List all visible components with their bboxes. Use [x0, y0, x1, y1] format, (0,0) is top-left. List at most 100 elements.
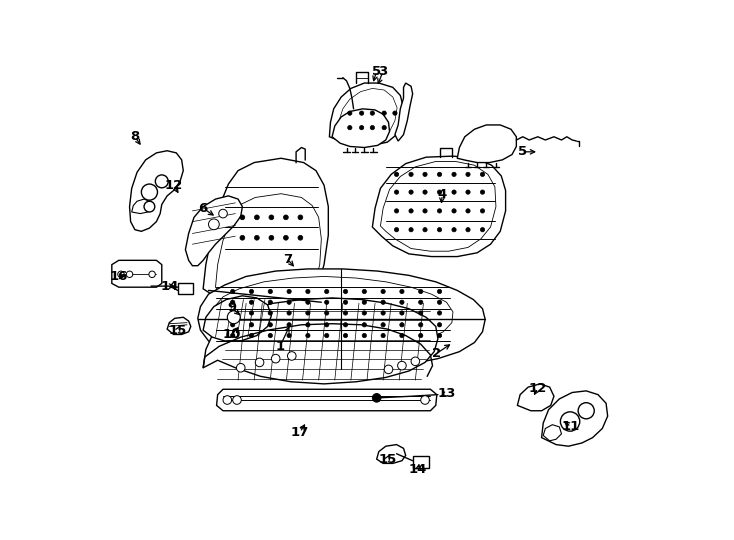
Circle shape — [268, 333, 272, 338]
Text: 12: 12 — [164, 179, 183, 192]
Circle shape — [250, 333, 254, 338]
Circle shape — [298, 215, 303, 220]
Polygon shape — [543, 425, 562, 441]
Circle shape — [324, 289, 329, 294]
Polygon shape — [216, 194, 321, 303]
Circle shape — [156, 175, 168, 188]
Circle shape — [437, 300, 442, 305]
Circle shape — [400, 322, 404, 327]
Circle shape — [324, 300, 329, 305]
Circle shape — [362, 333, 366, 338]
Circle shape — [466, 209, 470, 213]
Circle shape — [418, 289, 423, 294]
Circle shape — [250, 289, 254, 294]
Circle shape — [400, 333, 404, 338]
Polygon shape — [112, 260, 161, 287]
Circle shape — [423, 209, 427, 213]
Circle shape — [466, 172, 470, 177]
Circle shape — [255, 215, 259, 220]
Circle shape — [268, 300, 272, 305]
Circle shape — [324, 311, 329, 315]
Circle shape — [381, 289, 385, 294]
Text: 14: 14 — [409, 463, 427, 476]
Circle shape — [370, 111, 374, 115]
Circle shape — [400, 311, 404, 315]
Circle shape — [268, 311, 272, 315]
Text: 14: 14 — [160, 280, 178, 293]
Circle shape — [240, 215, 244, 220]
Circle shape — [362, 311, 366, 315]
Polygon shape — [332, 109, 390, 147]
Circle shape — [394, 209, 399, 213]
Text: 2: 2 — [432, 347, 441, 360]
Polygon shape — [129, 151, 184, 231]
Circle shape — [240, 235, 244, 240]
Circle shape — [219, 210, 228, 218]
Circle shape — [287, 311, 291, 315]
Circle shape — [362, 300, 366, 305]
Circle shape — [480, 172, 484, 177]
Circle shape — [255, 235, 259, 240]
Circle shape — [223, 396, 232, 404]
Circle shape — [394, 190, 399, 194]
Polygon shape — [380, 161, 496, 251]
Circle shape — [230, 300, 235, 305]
Circle shape — [418, 300, 423, 305]
Circle shape — [306, 289, 310, 294]
Circle shape — [578, 403, 595, 419]
Circle shape — [452, 209, 456, 213]
Circle shape — [126, 271, 133, 278]
Circle shape — [236, 363, 245, 372]
Circle shape — [344, 289, 348, 294]
Polygon shape — [338, 89, 397, 140]
Circle shape — [372, 394, 381, 402]
Circle shape — [437, 209, 442, 213]
Circle shape — [560, 412, 580, 431]
Circle shape — [452, 172, 456, 177]
Circle shape — [418, 333, 423, 338]
Circle shape — [382, 125, 386, 130]
Circle shape — [142, 184, 158, 200]
Circle shape — [324, 333, 329, 338]
Circle shape — [409, 190, 413, 194]
Circle shape — [409, 172, 413, 177]
Circle shape — [409, 209, 413, 213]
Circle shape — [230, 333, 235, 338]
Circle shape — [230, 289, 235, 294]
Circle shape — [423, 227, 427, 232]
Text: 15: 15 — [378, 453, 396, 465]
Circle shape — [344, 333, 348, 338]
Circle shape — [466, 227, 470, 232]
Polygon shape — [211, 276, 453, 352]
Polygon shape — [131, 199, 151, 214]
Text: 5: 5 — [372, 65, 381, 78]
Text: 15: 15 — [169, 323, 187, 336]
Circle shape — [283, 215, 288, 220]
Circle shape — [344, 311, 348, 315]
Circle shape — [409, 227, 413, 232]
Circle shape — [149, 271, 156, 278]
Circle shape — [250, 322, 254, 327]
Circle shape — [208, 219, 219, 230]
Circle shape — [306, 300, 310, 305]
Polygon shape — [197, 269, 485, 369]
Circle shape — [423, 190, 427, 194]
Text: 11: 11 — [562, 420, 581, 434]
Polygon shape — [203, 158, 328, 309]
Polygon shape — [377, 444, 406, 463]
Circle shape — [394, 227, 399, 232]
Circle shape — [411, 357, 420, 366]
Circle shape — [480, 190, 484, 194]
Circle shape — [360, 111, 364, 115]
Circle shape — [384, 365, 393, 374]
Circle shape — [480, 209, 484, 213]
Polygon shape — [330, 83, 404, 145]
Circle shape — [255, 358, 264, 367]
Circle shape — [287, 333, 291, 338]
Polygon shape — [203, 298, 438, 384]
Circle shape — [344, 322, 348, 327]
Circle shape — [421, 396, 429, 404]
Text: 7: 7 — [283, 253, 292, 266]
Circle shape — [381, 311, 385, 315]
Polygon shape — [457, 125, 516, 163]
